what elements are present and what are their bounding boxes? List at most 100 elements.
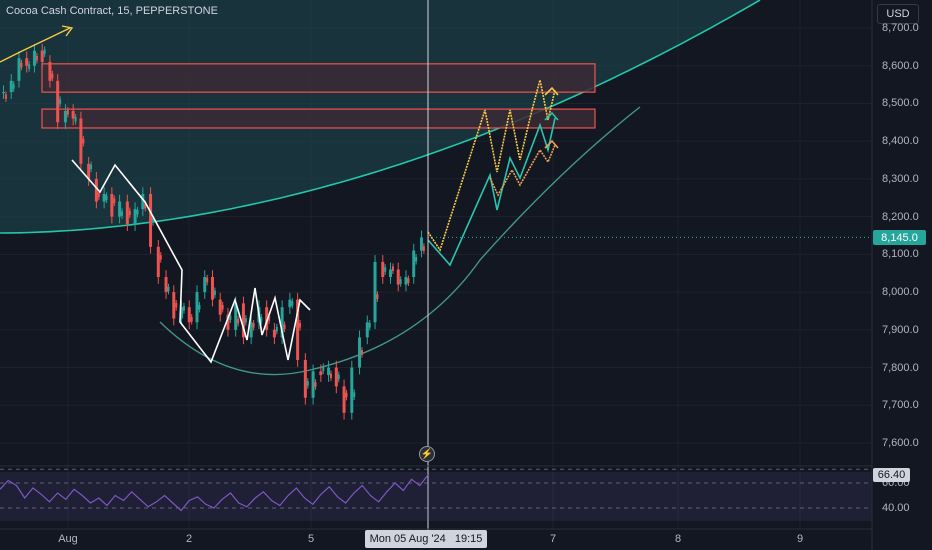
candle-body [419, 237, 423, 251]
candle-body [358, 337, 362, 368]
white-projection-path [71, 159, 311, 364]
candle-body [412, 250, 416, 277]
candle-body [404, 277, 408, 285]
candle-body [373, 261, 377, 323]
candle-body [156, 246, 160, 277]
candle-body [59, 99, 62, 104]
candle-body [296, 299, 300, 360]
candle-body [244, 318, 247, 323]
rsi-pane-band [0, 472, 872, 521]
candle-body [82, 138, 85, 144]
candle-body [144, 203, 147, 209]
currency-button[interactable]: USD [877, 4, 919, 24]
arc-trendline [0, 0, 761, 234]
candle-body [25, 58, 29, 66]
candle-body [128, 210, 131, 216]
candle-body [56, 80, 60, 123]
arrow-head-orange [544, 139, 559, 149]
candle-body [337, 374, 340, 380]
candle-body [136, 209, 139, 215]
candle-body [327, 367, 331, 376]
price-tick-label: 7,700.0 [882, 399, 919, 412]
candle-body [206, 277, 209, 283]
crosshair-time-label: Mon 05 Aug '24 19:15 [365, 530, 487, 548]
arrow-head-teal [544, 111, 559, 121]
candle-body [105, 195, 108, 201]
candle-body [381, 261, 385, 277]
resistance-zone [41, 63, 596, 93]
candle-body [350, 367, 354, 413]
candle-body [265, 307, 269, 330]
price-tick-label: 7,800.0 [882, 361, 919, 374]
candle-body [28, 64, 31, 69]
candle-body [198, 304, 201, 310]
candle-body [345, 392, 348, 398]
candle-body [43, 49, 46, 55]
price-tick-label: 8,600.0 [882, 59, 919, 72]
last-price-badge: 8,145.0 [873, 230, 926, 245]
candle-body [110, 194, 114, 217]
candle-body [311, 371, 315, 398]
price-tick-label: 8,000.0 [882, 286, 919, 299]
candle-body [389, 269, 392, 277]
candle-body [415, 257, 418, 262]
resistance-zone [41, 108, 596, 129]
candle-body [399, 279, 402, 284]
candle-body [342, 386, 346, 413]
price-tick-label: 8,400.0 [882, 135, 919, 148]
time-tick-label: 8 [674, 533, 682, 545]
candle-body [268, 316, 271, 321]
candle-body [303, 360, 307, 398]
symbol-title[interactable]: Cocoa Cash Contract, 15, PEPPERSTONE [6, 5, 218, 17]
candle-body [190, 316, 193, 322]
candle-body [141, 194, 145, 210]
candle-body [319, 371, 323, 376]
candle-body [97, 192, 100, 198]
candle-body [125, 201, 129, 225]
candle-body [218, 299, 222, 315]
candle-body [118, 201, 122, 217]
candle-body [133, 209, 137, 225]
candle-body [314, 382, 317, 387]
candle-body [275, 326, 278, 332]
rsi-line [0, 474, 429, 512]
candle-body [291, 301, 294, 306]
candle-body [376, 294, 379, 299]
candle-body [40, 50, 44, 62]
candle-body [241, 303, 245, 338]
candle-body [94, 178, 98, 202]
time-tick-label: 9 [796, 533, 804, 545]
candle-body [322, 366, 325, 371]
candle-body [182, 306, 185, 311]
candle-body [384, 267, 387, 272]
candle-body [35, 55, 38, 61]
lightning-icon[interactable]: ⚡ [419, 446, 435, 462]
candle-body [213, 290, 216, 296]
projection-teal [427, 117, 556, 267]
candle-body [180, 307, 184, 319]
candle-body [368, 323, 371, 328]
candle-body [175, 303, 178, 308]
candle-body [237, 318, 240, 324]
price-tick-label: 8,300.0 [882, 172, 919, 185]
candle-body [172, 292, 176, 319]
resistance-zones [41, 63, 596, 129]
candle-body [299, 323, 302, 328]
arrow-head-yellow [544, 86, 559, 96]
candle-body [9, 80, 13, 93]
yellow-arrow-head [61, 25, 74, 37]
price-tick-label: 7,600.0 [882, 437, 919, 449]
candle-body [63, 111, 67, 123]
time-tick-label: 5 [307, 533, 315, 545]
price-tick-label: 8,100.0 [882, 248, 919, 261]
candle-body [90, 164, 93, 170]
rsi-value-badge: 66.40 [873, 468, 910, 482]
candle-body [48, 61, 52, 81]
candle-body [288, 299, 292, 308]
candle-body [203, 277, 207, 293]
candle-body [334, 367, 338, 387]
candle-body [396, 269, 400, 285]
candlestick-series [2, 43, 425, 420]
candle-body [74, 117, 77, 122]
